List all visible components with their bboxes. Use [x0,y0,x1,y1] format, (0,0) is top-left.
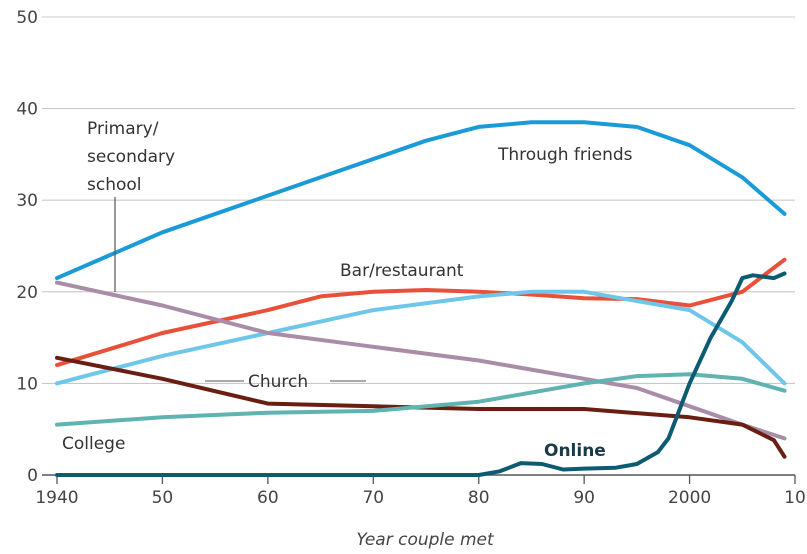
series-line-church [55,355,787,459]
y-tick-label: 40 [16,100,38,120]
x-tick-label: 70 [362,488,384,508]
y-tick-label: 50 [16,8,38,28]
annotation-college: College [62,434,125,454]
series-line-college [55,372,787,427]
x-tick-label: 60 [257,488,279,508]
y-tick-label: 0 [27,466,38,486]
annotation-school-line2: secondary [87,147,175,167]
annotation-church: Church [248,372,308,392]
y-axis: 0 10 20 30 40 50 [16,8,38,486]
annotation-through-friends: Through friends [497,145,633,165]
series-line-bar-restaurant [55,257,787,368]
x-axis: 1940 50 60 70 80 90 2000 10 [35,475,806,508]
annotation-school-line1: Primary/ [87,119,159,139]
annotation-online: Online [544,441,606,461]
series-line-through-friends [55,120,787,281]
y-tick-label: 10 [16,374,38,394]
y-tick-label: 20 [16,283,38,303]
x-tick-label: 50 [152,488,174,508]
annotation-school-line3: school [87,175,142,195]
x-tick-label: 10 [784,488,806,508]
series-line-unlabelled-2 [55,289,787,386]
annotation-bar-restaurant: Bar/restaurant [340,261,464,281]
series-line-primary-secondary-school [55,280,787,441]
series-lines [55,120,787,477]
x-tick-label: 80 [468,488,490,508]
x-tick-label: 90 [573,488,595,508]
series-line-online [55,271,787,477]
x-tick-label: 2000 [668,488,711,508]
y-tick-label: 30 [16,191,38,211]
x-axis-title: Year couple met [356,530,495,550]
x-tick-label: 1940 [35,488,78,508]
